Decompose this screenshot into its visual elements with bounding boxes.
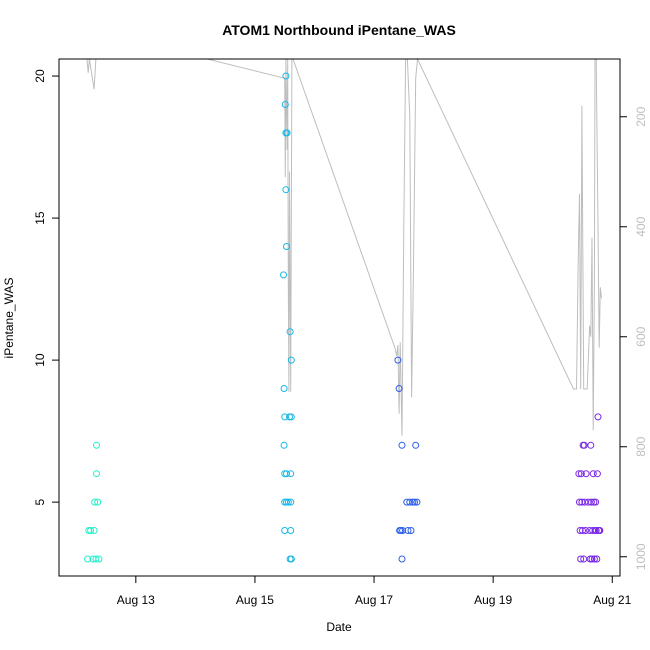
- y2-tick-label-2: 600: [634, 326, 648, 346]
- x-tick-label-0: Aug 13: [117, 593, 155, 607]
- data-point-s2-1: [395, 385, 403, 392]
- data-point-s1-1: [280, 385, 288, 392]
- plot-frame: [58, 58, 621, 577]
- data-point-s2-12: [411, 498, 418, 506]
- concentration-line-layer: [86, 57, 602, 436]
- scatter-points-layer: [84, 72, 604, 563]
- data-point-s0-7: [93, 470, 100, 478]
- x-tick-label-1: Aug 15: [236, 593, 274, 607]
- data-point-s1-5: [281, 527, 289, 534]
- x-tick-label-3: Aug 19: [474, 593, 512, 607]
- y-tick-label-2: 15: [33, 211, 47, 225]
- data-point-s3-25: [592, 527, 600, 534]
- concentration-line: [86, 57, 602, 436]
- data-point-s2-4: [398, 441, 406, 449]
- data-point-s0-10: [95, 555, 103, 563]
- data-point-s1-24: [287, 555, 295, 563]
- data-point-s0-0: [84, 555, 92, 563]
- data-point-s3-20: [589, 470, 597, 478]
- y-tick-label-0: 5: [33, 498, 47, 505]
- data-point-s2-13: [412, 441, 420, 449]
- data-point-s1-9: [282, 72, 290, 80]
- x-tick-label-4: Aug 21: [593, 593, 631, 607]
- data-point-s3-4: [577, 470, 585, 478]
- data-point-s1-2: [280, 441, 288, 449]
- data-point-s1-21: [287, 498, 295, 506]
- data-point-s2-0: [394, 356, 402, 364]
- data-point-s3-3: [577, 555, 585, 563]
- data-point-s2-5: [398, 555, 406, 563]
- data-point-s0-8: [93, 441, 100, 449]
- axes-layer: Aug 13 Aug 15 Aug 17 Aug 19 Aug 21 5 10 15 20 200…: [33, 69, 648, 607]
- data-point-s1-20: [287, 527, 295, 534]
- data-point-s2-10: [407, 527, 415, 534]
- data-point-s3-12: [582, 470, 590, 478]
- data-point-s0-4: [90, 527, 98, 534]
- y-tick-label-3: 20: [33, 69, 47, 83]
- data-point-s1-7: [281, 101, 289, 108]
- data-point-s1-19: [287, 470, 295, 478]
- data-point-s1-0: [280, 271, 287, 279]
- data-point-s0-5: [91, 498, 99, 506]
- data-point-s2-6: [399, 527, 407, 534]
- data-point-s3-11: [582, 527, 589, 534]
- data-point-s3-31: [596, 527, 604, 534]
- data-point-s3-16: [587, 441, 595, 449]
- data-point-s3-17: [587, 498, 595, 506]
- data-point-s3-6: [579, 527, 586, 534]
- data-point-s3-13: [584, 498, 592, 506]
- data-point-s1-14: [283, 129, 291, 137]
- x-tick-label-2: Aug 17: [355, 593, 393, 607]
- data-point-s3-28: [594, 413, 602, 421]
- y2-tick-label-4: 1000: [634, 543, 648, 570]
- data-point-s0-2: [87, 527, 95, 534]
- data-point-s2-14: [413, 498, 421, 506]
- data-point-s1-23: [287, 356, 295, 364]
- data-point-s1-11: [283, 243, 290, 250]
- data-point-s1-6: [281, 413, 289, 421]
- chart-title: ATOM1 Northbound iPentane_WAS: [222, 22, 456, 38]
- data-point-s2-9: [406, 498, 414, 506]
- data-point-s3-27: [593, 470, 601, 478]
- data-point-s0-9: [94, 498, 102, 506]
- y-axis-label: iPentane_WAS: [2, 278, 16, 359]
- y2-tick-label-1: 400: [634, 216, 648, 236]
- data-point-s1-22: [287, 413, 295, 421]
- data-point-s2-8: [404, 527, 412, 534]
- x-axis-label: Date: [326, 620, 352, 634]
- data-point-s1-10: [282, 186, 290, 194]
- data-point-s3-18: [588, 555, 596, 563]
- data-point-s3-24: [592, 498, 600, 506]
- data-point-s3-1: [576, 498, 583, 506]
- y2-tick-label-0: 200: [634, 106, 648, 126]
- data-point-s1-12: [283, 470, 290, 478]
- y2-tick-label-3: 800: [634, 436, 648, 456]
- data-point-s3-14: [586, 527, 594, 534]
- data-point-s3-0: [575, 470, 583, 478]
- data-point-s3-22: [590, 555, 598, 563]
- y-tick-label-1: 10: [33, 353, 47, 367]
- data-point-s0-6: [92, 555, 100, 563]
- data-point-s3-2: [576, 527, 584, 534]
- data-point-s1-15: [284, 498, 292, 506]
- data-point-s3-26: [593, 555, 601, 563]
- data-point-s1-17: [286, 328, 294, 336]
